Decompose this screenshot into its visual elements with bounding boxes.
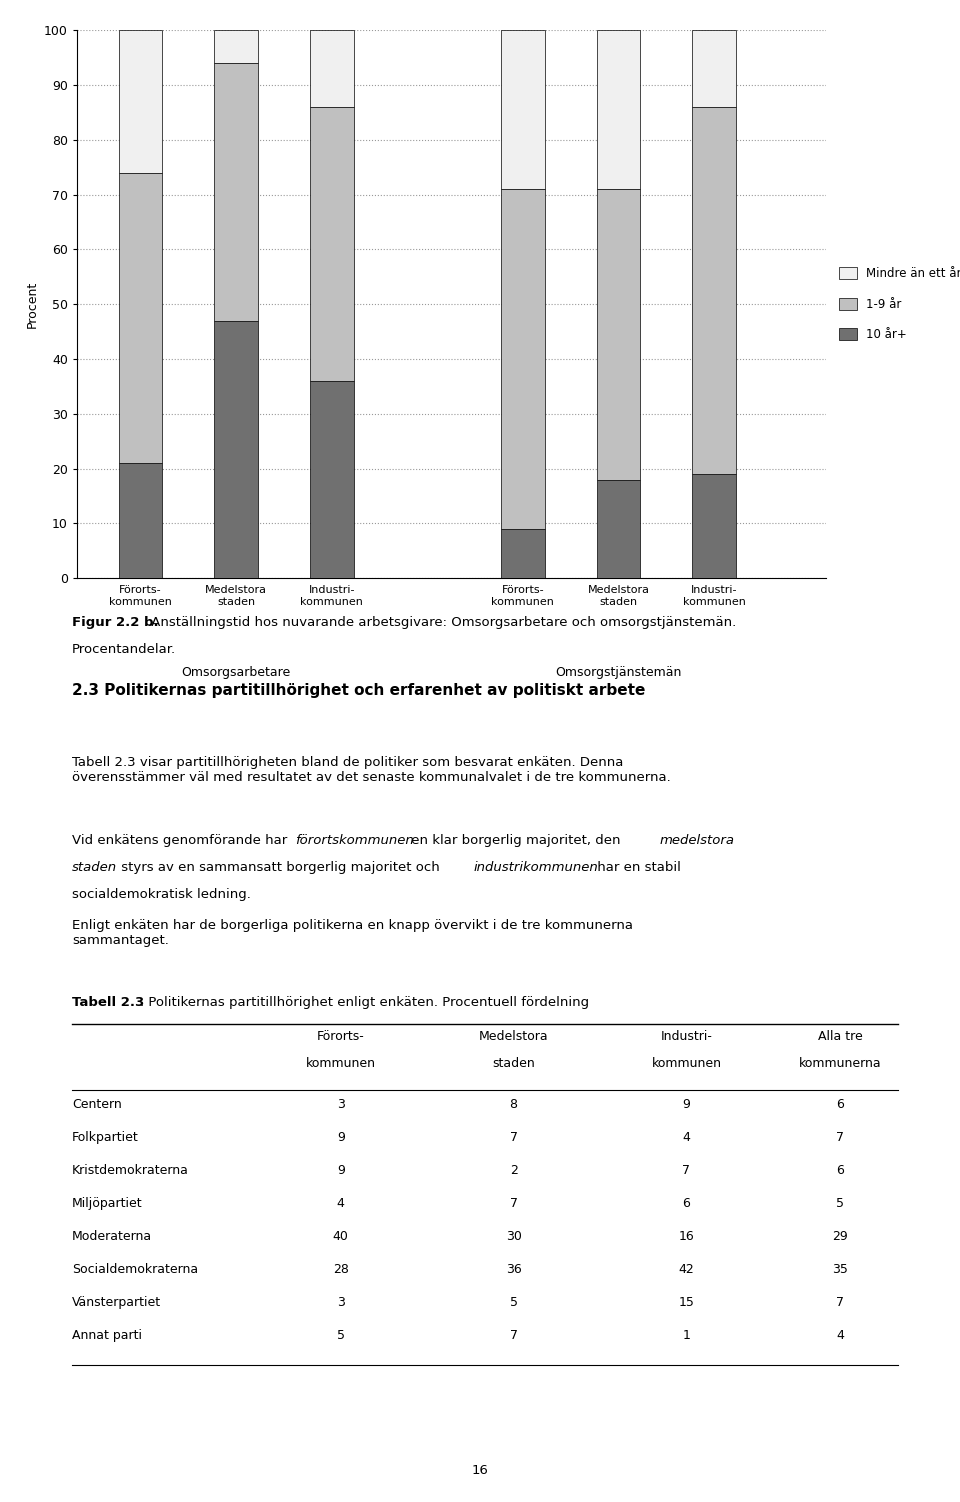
Text: 3: 3 (337, 1296, 345, 1310)
Text: 16: 16 (679, 1230, 694, 1244)
Text: 30: 30 (506, 1230, 521, 1244)
Text: 5: 5 (510, 1296, 517, 1310)
Bar (119, 30, 162, 173)
Bar (119, 173, 162, 463)
Text: staden: staden (72, 861, 117, 874)
Bar (310, 107, 353, 382)
Text: 15: 15 (679, 1296, 694, 1310)
Text: Socialdemokraterna: Socialdemokraterna (72, 1263, 198, 1277)
Text: 4: 4 (337, 1197, 345, 1211)
Text: Annat parti: Annat parti (72, 1329, 142, 1343)
Text: 5: 5 (337, 1329, 345, 1343)
Text: medelstora: medelstora (660, 834, 734, 847)
Text: Tabell 2.3 visar partitillhörigheten bland de politiker som besvarat enkäten. De: Tabell 2.3 visar partitillhörigheten bla… (72, 756, 671, 784)
Text: har en stabil: har en stabil (592, 861, 681, 874)
Text: Omsorgstjänstemän: Omsorgstjänstemän (555, 665, 682, 679)
Text: Förorts-: Förorts- (317, 1030, 365, 1044)
Text: . Politikernas partitillhörighet enligt enkäten. Procentuell fördelning: . Politikernas partitillhörighet enligt … (140, 996, 589, 1009)
Text: 2.3 Politikernas partitillhörighet och erfarenhet av politiskt arbete: 2.3 Politikernas partitillhörighet och e… (72, 683, 645, 698)
Bar (119, 463, 162, 578)
Text: Vänsterpartiet: Vänsterpartiet (72, 1296, 161, 1310)
Bar (692, 107, 736, 475)
Text: 6: 6 (836, 1164, 844, 1178)
Bar (692, 475, 736, 578)
Bar (310, 30, 353, 107)
Text: 40: 40 (333, 1230, 348, 1244)
Text: en klar borgerlig majoritet, den: en klar borgerlig majoritet, den (407, 834, 625, 847)
Text: Folkpartiet: Folkpartiet (72, 1131, 139, 1145)
Text: 9: 9 (337, 1164, 345, 1178)
Text: Enligt enkäten har de borgerliga politikerna en knapp övervikt i de tre kommuner: Enligt enkäten har de borgerliga politik… (72, 919, 633, 948)
Text: Miljöpartiet: Miljöpartiet (72, 1197, 143, 1211)
Text: 6: 6 (683, 1197, 690, 1211)
Text: 1: 1 (683, 1329, 690, 1343)
Text: Figur 2.2 b.: Figur 2.2 b. (72, 616, 158, 629)
Bar (214, 320, 258, 578)
Text: 4: 4 (836, 1329, 844, 1343)
Legend: Mindre än ett år, 1-9 år, 10 år+: Mindre än ett år, 1-9 år, 10 år+ (839, 267, 960, 341)
Text: 7: 7 (683, 1164, 690, 1178)
Text: staden: staden (492, 1057, 535, 1071)
Text: 3: 3 (337, 1098, 345, 1111)
Text: 28: 28 (333, 1263, 348, 1277)
Bar (501, 529, 545, 578)
Text: kommunen: kommunen (306, 1057, 375, 1071)
Text: 5: 5 (836, 1197, 844, 1211)
Text: socialdemokratisk ledning.: socialdemokratisk ledning. (72, 888, 251, 901)
Text: 2: 2 (510, 1164, 517, 1178)
Text: 7: 7 (510, 1329, 517, 1343)
Text: industrikommunen: industrikommunen (474, 861, 598, 874)
Bar (501, 30, 545, 189)
Text: 7: 7 (510, 1197, 517, 1211)
Bar (692, 30, 736, 107)
Text: förortskommunen: förortskommunen (296, 834, 414, 847)
Text: Kristdemokraterna: Kristdemokraterna (72, 1164, 189, 1178)
Text: 6: 6 (836, 1098, 844, 1111)
Text: kommunerna: kommunerna (799, 1057, 881, 1071)
Text: Industri-: Industri- (660, 1030, 712, 1044)
Bar (596, 30, 640, 189)
Text: Vid enkätens genomförande har: Vid enkätens genomförande har (72, 834, 292, 847)
Text: 7: 7 (510, 1131, 517, 1145)
Text: Centern: Centern (72, 1098, 122, 1111)
Text: Omsorgsarbetare: Omsorgsarbetare (181, 665, 291, 679)
Bar (214, 63, 258, 320)
Bar (310, 382, 353, 578)
Text: 9: 9 (337, 1131, 345, 1145)
Text: 7: 7 (836, 1131, 844, 1145)
Y-axis label: Procent: Procent (25, 281, 38, 327)
Text: 42: 42 (679, 1263, 694, 1277)
Text: 36: 36 (506, 1263, 521, 1277)
Bar (501, 189, 545, 529)
Text: Tabell 2.3: Tabell 2.3 (72, 996, 144, 1009)
Bar (596, 189, 640, 479)
Text: Anställningstid hos nuvarande arbetsgivare: Omsorgsarbetare och omsorgstjänstemä: Anställningstid hos nuvarande arbetsgiva… (147, 616, 736, 629)
Text: styrs av en sammansatt borgerlig majoritet och: styrs av en sammansatt borgerlig majorit… (117, 861, 444, 874)
Text: Medelstora: Medelstora (479, 1030, 548, 1044)
Text: Alla tre: Alla tre (818, 1030, 862, 1044)
Text: 35: 35 (832, 1263, 848, 1277)
Text: Procentandelar.: Procentandelar. (72, 643, 176, 656)
Text: 29: 29 (832, 1230, 848, 1244)
Text: 7: 7 (836, 1296, 844, 1310)
Bar (596, 479, 640, 578)
Text: kommunen: kommunen (652, 1057, 721, 1071)
Text: Moderaterna: Moderaterna (72, 1230, 152, 1244)
Text: 16: 16 (471, 1464, 489, 1478)
Text: 8: 8 (510, 1098, 517, 1111)
Text: 4: 4 (683, 1131, 690, 1145)
Text: 9: 9 (683, 1098, 690, 1111)
Bar (214, 30, 258, 63)
